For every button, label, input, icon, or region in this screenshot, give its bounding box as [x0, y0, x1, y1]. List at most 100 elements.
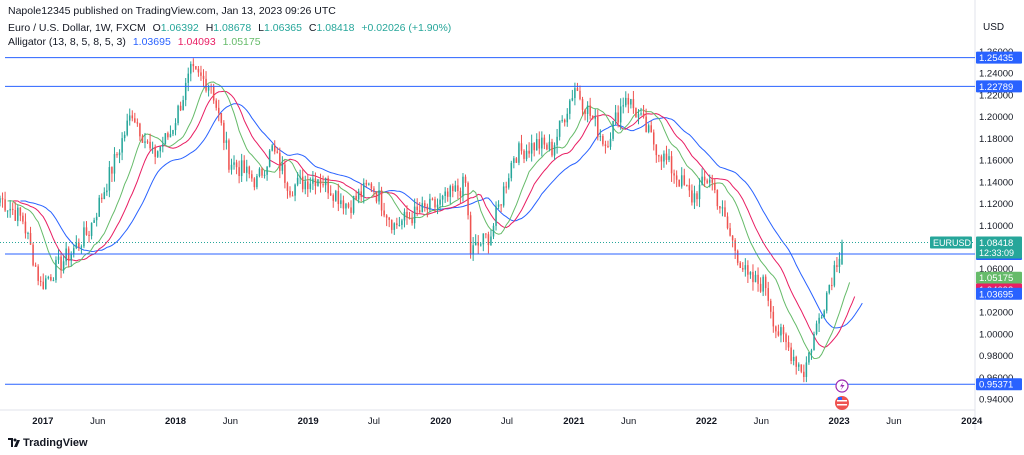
candle-body	[375, 191, 378, 202]
candle-body	[747, 265, 749, 275]
candle-body	[317, 179, 319, 186]
y-tick-label: 1.22000	[979, 90, 1013, 101]
level-price-tag	[976, 51, 1022, 64]
candle-body	[597, 116, 599, 138]
candle-body	[668, 156, 670, 160]
candle-body	[635, 108, 637, 118]
candle-body	[691, 190, 693, 203]
candle-body	[698, 184, 701, 200]
candle-body	[632, 99, 635, 109]
candle-body	[734, 240, 736, 251]
candle-body	[553, 145, 556, 156]
candle-body	[134, 118, 136, 123]
low-label: L	[258, 22, 265, 34]
candle-body	[833, 265, 836, 286]
candle-body	[385, 215, 388, 218]
candle-body	[828, 285, 831, 293]
candle-body	[754, 274, 757, 283]
candle-body	[172, 130, 174, 135]
symbol-tag	[930, 236, 972, 249]
brand-label: TradingView	[23, 437, 88, 449]
flag-canton-icon	[837, 397, 842, 400]
candle-body	[19, 207, 22, 216]
y-tick-label: 1.24000	[979, 69, 1013, 80]
candle-body	[398, 224, 401, 226]
candle-body	[726, 216, 729, 229]
candle-body	[683, 175, 686, 185]
candle-body	[785, 334, 787, 343]
candle-body	[640, 113, 642, 115]
candle-body	[103, 192, 106, 200]
x-tick-label: 2017	[32, 416, 53, 427]
alligator-teeth-line	[12, 90, 856, 348]
lips-value-label: 1.05175	[979, 273, 1013, 284]
candle-body	[818, 317, 820, 324]
candle-body	[370, 183, 373, 189]
alligator-line: Alligator (13, 8, 5, 8, 5, 3) 1.03695 1.…	[8, 36, 265, 48]
candle-body	[156, 151, 159, 157]
candle-body	[67, 248, 70, 261]
candle-body	[75, 242, 78, 249]
low-value: 1.06365	[264, 22, 302, 34]
candle-body	[452, 186, 454, 192]
candle-body	[45, 278, 47, 289]
candle-body	[426, 206, 429, 210]
countdown-label: 12:33:09	[979, 248, 1014, 258]
candle-body	[724, 207, 726, 217]
high-label: H	[205, 22, 214, 34]
candle-body	[467, 182, 469, 216]
candle-body	[291, 195, 294, 197]
candle-body	[159, 146, 162, 152]
alligator-jaw-line	[20, 103, 863, 329]
candle-body	[617, 112, 619, 123]
candle-body	[742, 267, 744, 270]
flag-stripe-icon	[836, 404, 847, 406]
candle-body	[309, 183, 312, 190]
candle-body	[464, 176, 467, 183]
symbol-label[interactable]: Euro / U.S. Dollar, 1W, FXCM	[8, 22, 146, 34]
alligator-label[interactable]: Alligator (13, 8, 5, 8, 5, 3)	[8, 36, 126, 48]
candle-body	[174, 123, 177, 131]
candle-body	[625, 97, 627, 106]
candle-body	[284, 164, 286, 183]
candle-body	[235, 162, 238, 168]
candle-body	[106, 190, 108, 193]
tradingview-brand[interactable]: TradingView	[8, 437, 88, 449]
candle-body	[218, 107, 220, 113]
close-value: 1.08418	[316, 22, 355, 34]
candle-body	[39, 280, 42, 282]
candle-body	[513, 158, 515, 163]
candle-body	[792, 356, 795, 361]
candle-body	[335, 191, 337, 201]
x-tick-label: Jul	[368, 416, 380, 427]
candle-body	[149, 141, 151, 149]
candle-body	[787, 342, 790, 348]
candle-body	[457, 185, 459, 192]
candle-body	[680, 175, 683, 187]
candle-body	[729, 228, 731, 236]
candle-body	[673, 173, 675, 176]
candle-body	[815, 323, 818, 335]
candle-body	[1, 198, 4, 200]
candle-body	[566, 113, 569, 123]
candle-body	[352, 195, 355, 213]
candle-body	[164, 133, 167, 145]
lips-value-tag	[976, 271, 1022, 284]
candle-body	[490, 236, 492, 246]
candle-body	[256, 176, 258, 188]
candle-body	[340, 200, 342, 205]
x-tick-label: Jun	[90, 416, 105, 427]
candle-body	[108, 167, 111, 191]
candle-body	[439, 199, 441, 205]
candle-body	[141, 136, 144, 143]
candle-body	[9, 208, 11, 211]
candle-body	[116, 154, 118, 156]
candle-body	[803, 371, 805, 378]
candle-body	[32, 244, 34, 266]
candle-body	[772, 311, 775, 327]
candle-body	[128, 115, 131, 121]
candle-body	[100, 197, 103, 200]
candle-body	[472, 245, 474, 255]
open-label: O	[152, 22, 161, 34]
